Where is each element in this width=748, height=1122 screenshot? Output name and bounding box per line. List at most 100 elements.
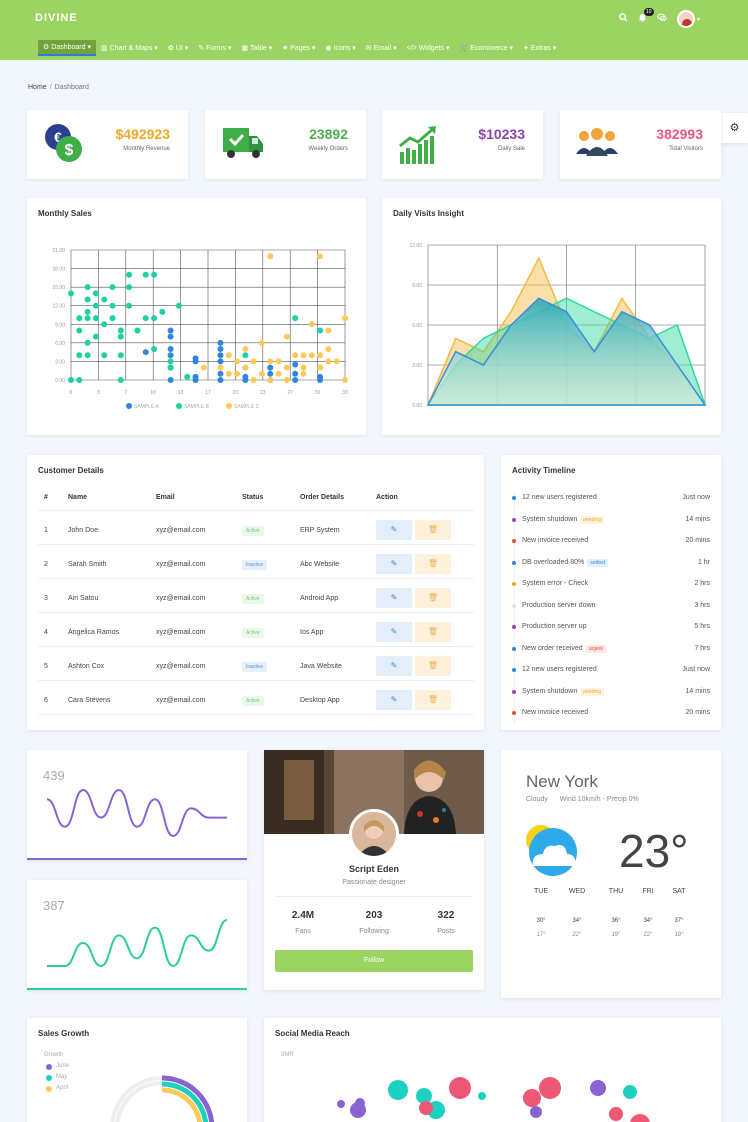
scatter-point — [117, 352, 124, 359]
scatter-point — [317, 377, 324, 383]
edit-icon[interactable]: ✎ — [376, 554, 412, 574]
nav-item-email[interactable]: ✉ Email ▾ — [361, 41, 402, 55]
edit-icon[interactable]: ✎ — [376, 656, 412, 676]
trash-icon[interactable]: 🗑 — [415, 520, 451, 540]
scatter-point — [217, 377, 224, 383]
scatter-point — [68, 377, 74, 383]
stat-label: Monthly Revenue — [123, 146, 170, 152]
bubble — [590, 1080, 606, 1096]
customer-name: Airi Satou — [68, 595, 99, 602]
scatter-point — [68, 290, 74, 297]
search-icon[interactable] — [619, 12, 628, 26]
breadcrumb-home[interactable]: Home — [28, 84, 47, 91]
stat-label: Total Visitors — [669, 146, 703, 152]
nav-item-forms[interactable]: ✎ Forms ▾ — [193, 41, 236, 55]
timeline-badge: settled — [587, 558, 608, 567]
chat-icon[interactable] — [657, 12, 667, 26]
bubble — [416, 1088, 432, 1104]
edit-icon[interactable]: ✎ — [376, 690, 412, 710]
status-badge: Inactive — [242, 662, 268, 672]
chevron-down-icon[interactable]: ▾ — [696, 16, 700, 23]
timeline-text: Production server up — [522, 623, 587, 630]
nav-item-chart-maps[interactable]: ▥ Chart & Maps ▾ — [96, 41, 163, 55]
scatter-point — [192, 377, 199, 383]
nav-item-pages[interactable]: ✷ Pages ▾ — [277, 41, 320, 55]
scatter-point — [84, 339, 91, 346]
timeline-text-wrap: 12 new users registered — [522, 666, 597, 673]
forecast-low: 19° — [674, 932, 684, 938]
nav-item-table[interactable]: ▦ Table ▾ — [236, 41, 277, 55]
edit-icon[interactable]: ✎ — [376, 588, 412, 608]
bell-icon[interactable]: 10 — [638, 8, 654, 26]
legend-label: June — [56, 1063, 70, 1069]
scatter-point — [242, 364, 249, 371]
nav-item-label: Widgets — [418, 45, 445, 52]
x-tick-label: 17 — [205, 390, 211, 396]
social-media-card: Social Media Reach 3MR — [264, 1018, 721, 1122]
scatter-point — [117, 327, 124, 334]
scatter-point — [167, 352, 174, 359]
timeline-time: 20 mins — [685, 709, 710, 716]
trash-icon[interactable]: 🗑 — [415, 656, 451, 676]
chevron-down-icon: ▾ — [444, 45, 450, 52]
spark-value: 439 — [43, 768, 65, 783]
scatter-point — [167, 346, 174, 353]
brand-logo[interactable]: DIVINE — [35, 12, 78, 24]
timeline-time: 7 hrs — [694, 644, 710, 652]
settings-gear-icon[interactable]: ⚙ — [721, 113, 748, 143]
customer-name: Ashton Cox — [68, 663, 105, 670]
nav-item-ecommerce[interactable]: 🛒 Ecommerce ▾ — [455, 41, 519, 55]
sun-cloud-icon — [526, 825, 577, 876]
forecast-low: 22° — [572, 932, 582, 938]
scatter-point — [117, 333, 124, 340]
edit-icon[interactable]: ✎ — [376, 622, 412, 642]
nav-item-extras[interactable]: ✦ Extras ▾ — [518, 41, 561, 55]
nav-item-ui[interactable]: ✿ UI ▾ — [163, 41, 193, 55]
scatter-point — [151, 271, 158, 278]
nav-item-dashboard[interactable]: ⚙ Dashboard ▾ — [38, 40, 96, 56]
scatter-point — [292, 370, 299, 377]
scatter-point — [317, 327, 324, 334]
x-tick-label: 23 — [260, 390, 266, 396]
profile-stat-value: 203 — [365, 910, 383, 921]
timeline-dot — [512, 711, 516, 715]
nav-item-label: Email — [373, 45, 392, 52]
trash-icon[interactable]: 🗑 — [415, 588, 451, 608]
legend-label: SAMPLE C — [234, 404, 260, 410]
stat-card-sales: $10233 Daily Sale — [382, 110, 543, 179]
scatter-point — [292, 352, 299, 359]
user-avatar[interactable] — [676, 10, 695, 28]
status-badge: Inactive — [242, 560, 268, 570]
status-badge: Active — [242, 628, 264, 638]
stat-label: Daily Sale — [497, 146, 525, 152]
legend-marker — [46, 1086, 52, 1092]
customer-email: xyz@email.com — [156, 595, 206, 602]
legend-label: April — [56, 1085, 69, 1091]
scatter-point — [267, 377, 274, 383]
scatter-point — [142, 271, 149, 278]
trash-icon[interactable]: 🗑 — [415, 554, 451, 574]
timeline-item: DB overloaded 80% settled — [512, 557, 710, 569]
weather-temperature: 23° — [619, 825, 689, 877]
forecast-high: 36° — [611, 918, 621, 924]
svg-text:$: $ — [65, 142, 74, 159]
nav-item-icons[interactable]: ◉ Icons ▾ — [320, 41, 360, 55]
profile-name: Script Eden — [348, 864, 399, 874]
trash-icon[interactable]: 🗑 — [415, 622, 451, 642]
timeline-text: New invoice received — [522, 537, 589, 544]
forecast-day: WED — [568, 888, 586, 895]
scatter-point — [292, 361, 299, 368]
scatter-point — [300, 352, 307, 359]
trash-icon[interactable]: 🗑 — [415, 690, 451, 710]
scatter-point — [76, 315, 83, 322]
follow-button[interactable]: Follow — [275, 950, 473, 972]
nav-item-widgets[interactable]: </> Widgets ▾ — [402, 41, 455, 55]
scatter-point — [283, 333, 290, 340]
profile-role: Passionate designer — [342, 879, 406, 886]
edit-icon[interactable]: ✎ — [376, 520, 412, 540]
sparkline-chart — [46, 919, 228, 968]
legend-marker — [226, 403, 232, 409]
scatter-point — [234, 358, 241, 365]
delivery-truck-icon — [223, 128, 263, 158]
scatter-point — [258, 339, 265, 346]
